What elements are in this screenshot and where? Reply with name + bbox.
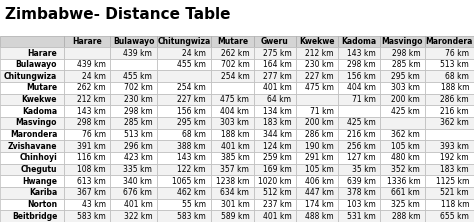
Text: Zimbabwe- Distance Table: Zimbabwe- Distance Table xyxy=(5,7,230,22)
